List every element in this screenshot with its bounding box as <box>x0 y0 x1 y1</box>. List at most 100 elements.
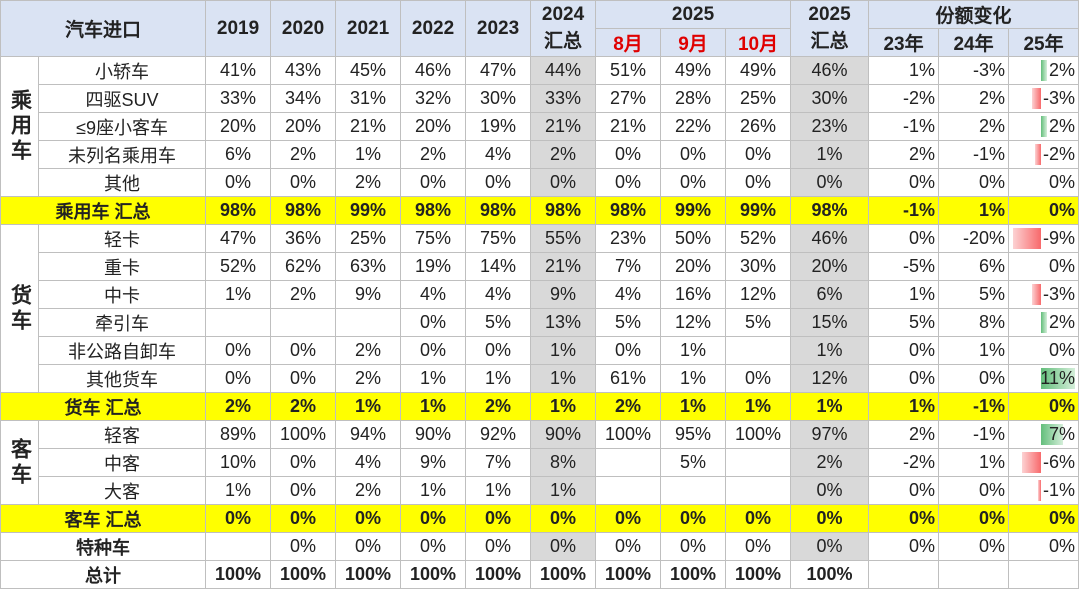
share-change: 2% <box>938 84 1010 113</box>
change-bar <box>1031 284 1042 305</box>
share-change: 2% <box>938 112 1010 141</box>
subtotal-name: 客车 汇总 <box>0 504 207 533</box>
share-cell: 52% <box>725 224 792 253</box>
share-cell: 46% <box>790 56 870 85</box>
share-cell: 0% <box>400 308 467 337</box>
share-change-text: 2% <box>1049 116 1076 136</box>
share-change: 2% <box>868 420 940 449</box>
share-change: -20% <box>938 224 1010 253</box>
share-cell: 1% <box>205 280 272 309</box>
share-cell: 0% <box>725 504 792 533</box>
share-change: -9% <box>1008 224 1080 253</box>
row: 特种车 0% 0% 0% 0% 0% 0% 0% 0% 0% 0% 0% 0% <box>0 532 1080 561</box>
share-cell: 100% <box>205 560 272 589</box>
share-cell: 0% <box>270 448 337 477</box>
share-cell: 100% <box>725 560 792 589</box>
share-cell: 12% <box>660 308 727 337</box>
share-cell: 1% <box>530 392 597 421</box>
share-change: 0% <box>868 476 940 505</box>
row: 货车 轻卡 47% 36% 25% 75% 75% 55% 23% 50% 52% 46% 0% -20%… <box>0 224 1080 393</box>
row: 其他货车 0% 0% 2% 1% 1% 1% 61% 1% 0% 12% 0% 0% 11% <box>1 364 1080 393</box>
col-2024-label: 2024 <box>541 4 585 25</box>
share-cell: 4% <box>400 280 467 309</box>
share-change: 0% <box>868 532 940 561</box>
share-change: -3% <box>1008 280 1080 309</box>
row: 8月 9月 10月 23年 24年 25年 <box>1 28 1080 57</box>
share-cell: 27% <box>595 84 662 113</box>
share-cell: 100% <box>335 560 402 589</box>
share-cell: 0% <box>595 168 662 197</box>
share-cell: 94% <box>335 420 402 449</box>
row: 乘用车 汇总 98% 98% 99% 98% 98% 98% 98% 99% 99% 98% -1% 1… <box>0 196 1080 225</box>
share-cell: 45% <box>335 56 402 85</box>
share-cell: 46% <box>790 224 870 253</box>
row-name: 中卡 <box>37 280 207 309</box>
row: 货车 汇总 2% 2% 1% 1% 2% 1% 2% 1% 1% 1% 1% -1% 0% <box>0 392 1080 421</box>
share-change-text: 0% <box>1049 536 1076 556</box>
share-cell: 5% <box>465 308 532 337</box>
share-cell: 21% <box>335 112 402 141</box>
share-cell: 6% <box>205 140 272 169</box>
share-change: -1% <box>938 420 1010 449</box>
group-2025: 2025 <box>595 0 792 29</box>
share-change: 8% <box>938 308 1010 337</box>
share-change: 0% <box>1008 196 1080 225</box>
share-cell: 0% <box>400 168 467 197</box>
share-cell: 5% <box>660 448 727 477</box>
share-change: 2% <box>868 140 940 169</box>
share-change: -1% <box>1008 476 1080 505</box>
col-2025-label: 汇总 <box>810 31 849 52</box>
share-cell: 26% <box>725 112 792 141</box>
share-cell: 2% <box>595 392 662 421</box>
share-change <box>938 560 1010 589</box>
share-cell: 97% <box>790 420 870 449</box>
share-cell: 52% <box>205 252 272 281</box>
share-cell: 1% <box>790 392 870 421</box>
share-cell: 0% <box>270 336 337 365</box>
share-cell: 1% <box>660 392 727 421</box>
share-change: 0% <box>938 476 1010 505</box>
row-name: 牵引车 <box>37 308 207 337</box>
share-change: 1% <box>868 280 940 309</box>
share-cell: 0% <box>335 504 402 533</box>
share-cell: 0% <box>725 364 792 393</box>
share-change <box>868 560 940 589</box>
share-cell: 1% <box>400 364 467 393</box>
share-change: 1% <box>868 392 940 421</box>
share-cell: 0% <box>725 168 792 197</box>
share-change: 2% <box>1008 56 1080 85</box>
row-name: 四驱SUV <box>37 84 207 113</box>
share-cell: 2% <box>270 280 337 309</box>
share-change: 1% <box>938 336 1010 365</box>
share-cell: 0% <box>725 140 792 169</box>
share-cell: 22% <box>660 112 727 141</box>
subtotal-name: 货车 汇总 <box>0 392 207 421</box>
col-2025-label: 2025 <box>808 4 851 25</box>
share-change: -2% <box>1008 140 1080 169</box>
month-header: 8月 <box>595 28 662 57</box>
group-label: 货车 <box>0 224 39 393</box>
month-header: 10月 <box>725 28 792 57</box>
share-change-text: -9% <box>1043 228 1076 248</box>
share-change: -5% <box>868 252 940 281</box>
share-cell: 16% <box>660 280 727 309</box>
share-change: 1% <box>938 448 1010 477</box>
share-cell: 98% <box>270 196 337 225</box>
share-cell: 21% <box>530 252 597 281</box>
share-cell: 0% <box>400 336 467 365</box>
share-cell: 0% <box>595 532 662 561</box>
share-cell: 4% <box>465 140 532 169</box>
share-cell: 0% <box>530 504 597 533</box>
share-cell: 100% <box>530 560 597 589</box>
change-title: 份额变化 <box>868 0 1080 29</box>
share-cell: 44% <box>530 56 597 85</box>
share-cell: 0% <box>270 476 337 505</box>
row: 其他 0% 0% 2% 0% 0% 0% 0% 0% 0% 0% 0% 0% 0% <box>1 168 1080 197</box>
row: 中客 10% 0% 4% 9% 7% 8% 5% 2% -2% 1% -6% <box>1 448 1080 477</box>
row-name: 轻卡 <box>37 224 207 253</box>
share-cell: 100% <box>270 420 337 449</box>
share-change: 0% <box>1008 532 1080 561</box>
share-cell: 2% <box>530 140 597 169</box>
row: 总计 100% 100% 100% 100% 100% 100% 100% 100% 100% 10… <box>0 560 1080 589</box>
share-change: 11% <box>1008 364 1080 393</box>
